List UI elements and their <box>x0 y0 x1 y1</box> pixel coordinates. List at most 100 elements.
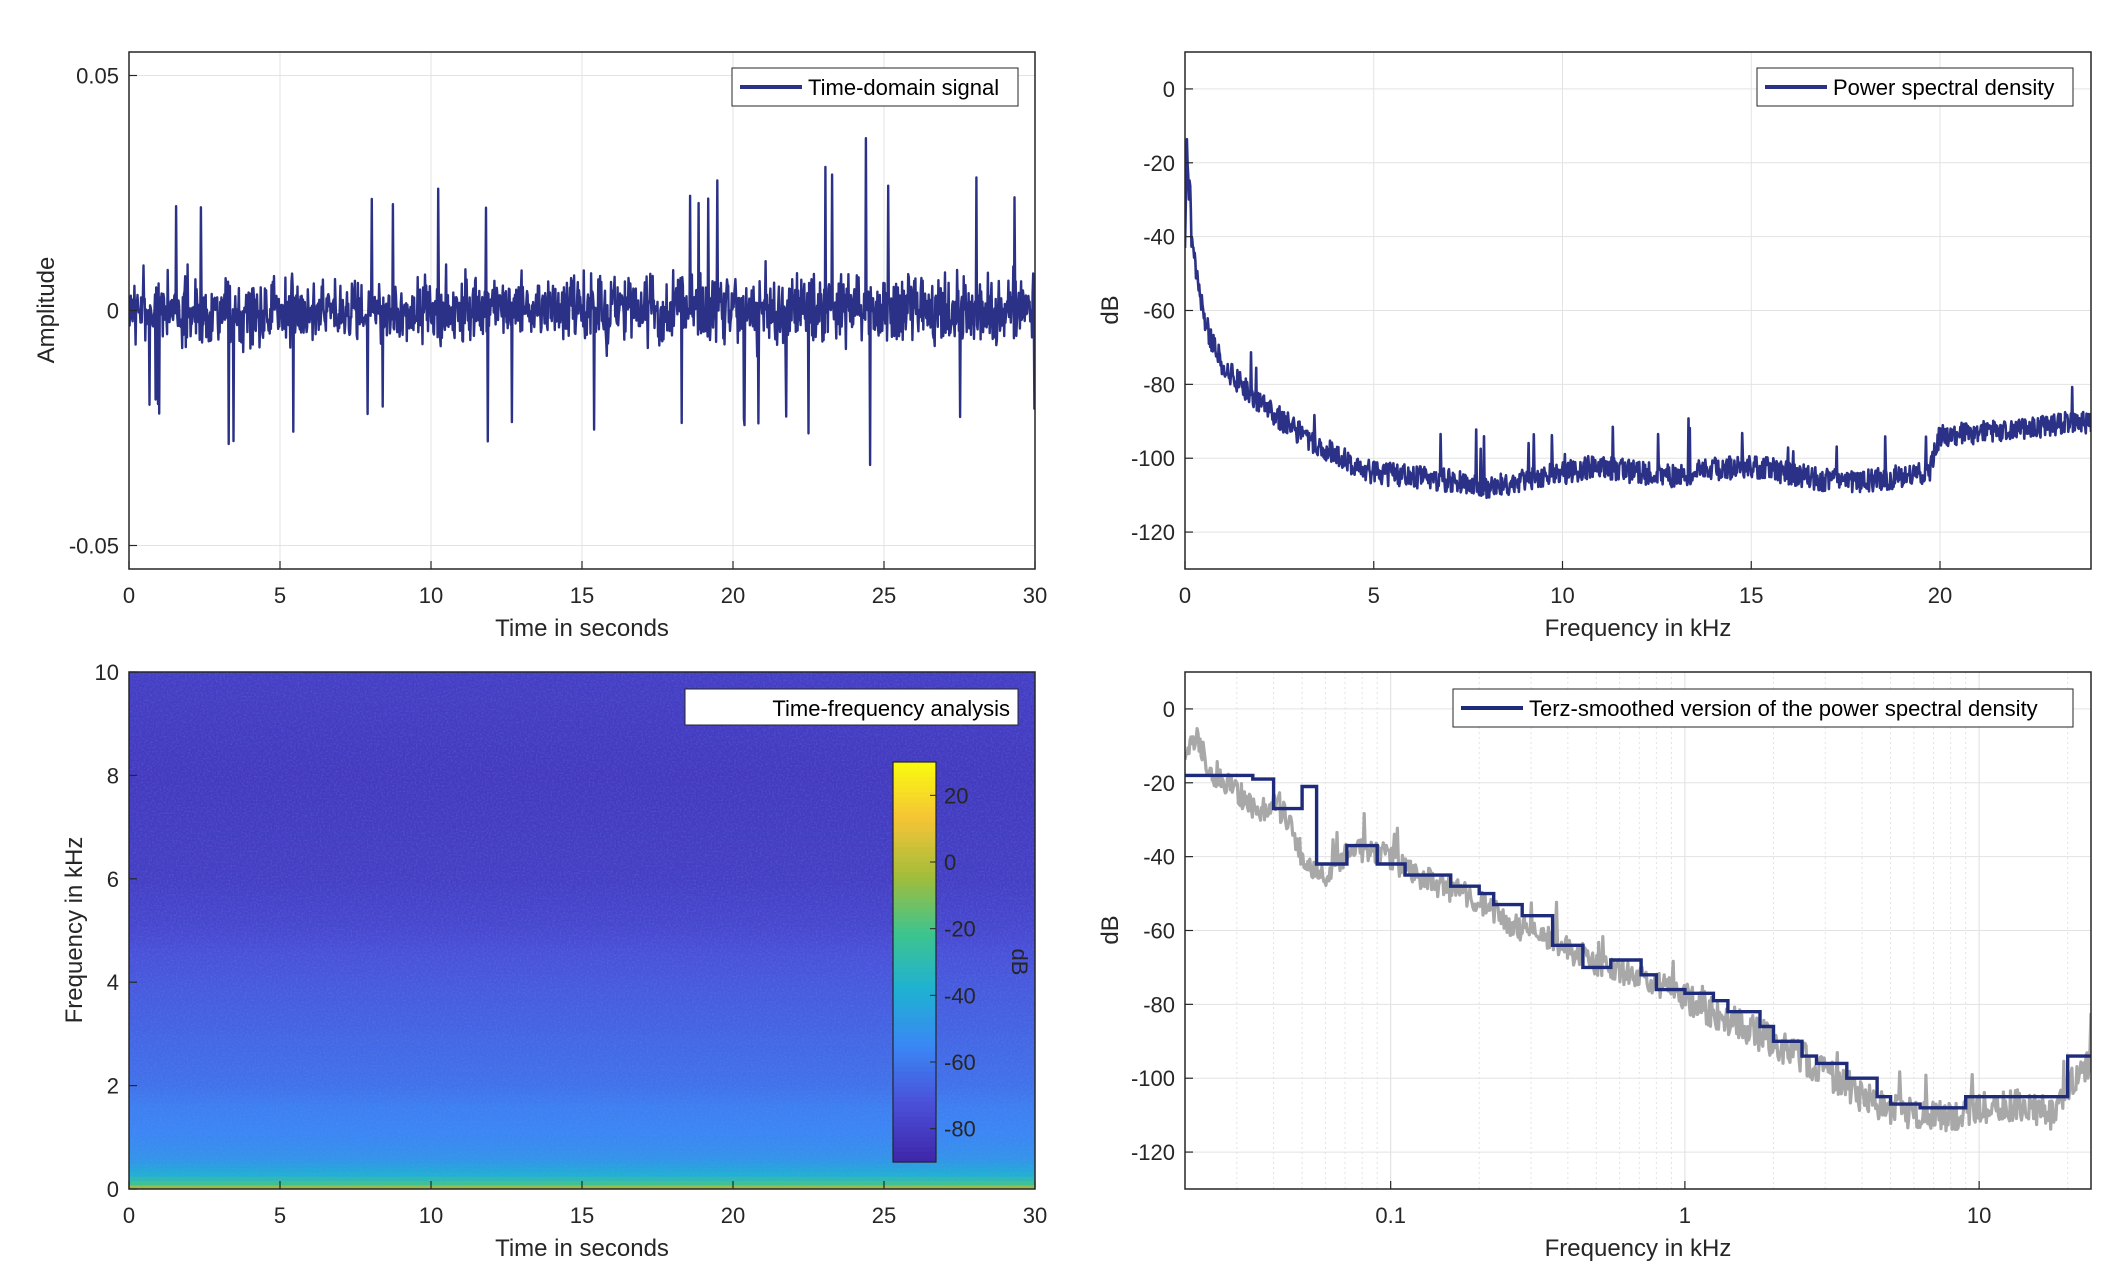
ylabel-psd-log: dB <box>1097 915 1124 944</box>
colorbar-segment <box>893 1087 936 1093</box>
colorbar-segment <box>893 1112 936 1118</box>
tick-label-x-time-signal: 10 <box>419 583 443 608</box>
colorbar-segment <box>893 802 936 808</box>
panel-psd-linear: 0 5 10 15 20 0 -20 -40 -60 -80 -100 -120 Frequency … <box>1097 51 2092 642</box>
colorbar-segment <box>893 982 936 988</box>
tick-label-x-spectrogram: 25 <box>872 1203 896 1228</box>
colorbar-tick-label: 0 <box>944 850 956 875</box>
tick-label-y-psd-linear: -120 <box>1131 520 1175 545</box>
colorbar-segment <box>893 867 936 873</box>
colorbar-segment <box>893 872 936 878</box>
colorbar-tick-label: -20 <box>944 917 976 942</box>
tick-label-x-spectrogram: 15 <box>570 1203 594 1228</box>
legend-box-spectrogram <box>684 688 1019 726</box>
tick-label-y-psd-linear: -40 <box>1143 225 1175 250</box>
legend-text-psd-log: Terz-smoothed version of the power spect… <box>1529 696 2038 721</box>
colorbar-segment <box>893 957 936 963</box>
tick-label-x-time-signal: 15 <box>570 583 594 608</box>
tick-label-x-time-signal: 0 <box>123 583 135 608</box>
legend-psd-linear: Power spectral density <box>1756 67 2074 107</box>
colorbar-segment <box>893 942 936 948</box>
colorbar-segment <box>893 987 936 993</box>
tick-label-y-spectrogram: 2 <box>107 1074 119 1099</box>
colorbar-segment <box>893 897 936 903</box>
tick-label-x-psd-linear: 15 <box>1739 583 1763 608</box>
tick-label-y-time-signal: 0.05 <box>76 64 119 89</box>
colorbar-segment <box>893 1072 936 1078</box>
tick-label-x-time-signal: 5 <box>274 583 286 608</box>
tick-label-x-time-signal: 25 <box>872 583 896 608</box>
legend-text-time-signal: Time-domain signal <box>808 75 999 100</box>
tick-label-y-psd-linear: 0 <box>1163 77 1175 102</box>
tick-label-y-spectrogram: 10 <box>95 660 119 685</box>
colorbar-segment <box>893 857 936 863</box>
colorbar-segment <box>893 807 936 813</box>
ylabel-spectrogram: Frequency in kHz <box>61 837 88 1024</box>
tick-label-x-psd-linear: 10 <box>1550 583 1574 608</box>
colorbar-segment <box>893 852 936 858</box>
tick-label-y-spectrogram: 6 <box>107 867 119 892</box>
tick-label-x-psd-linear: 20 <box>1928 583 1952 608</box>
colorbar-segment <box>893 1097 936 1103</box>
colorbar: 20 0 -20 -40 -60 -80 <box>892 761 976 1163</box>
colorbar-segment <box>893 837 936 843</box>
tick-label-x-psd-linear: 0 <box>1179 583 1191 608</box>
tick-label-y-spectrogram: 4 <box>107 970 119 995</box>
colorbar-segment <box>893 792 936 798</box>
colorbar-segment <box>893 1052 936 1058</box>
colorbar-segment <box>893 937 936 943</box>
colorbar-segment <box>893 847 936 853</box>
colorbar-segment <box>893 1062 936 1068</box>
tick-label-x-spectrogram: 5 <box>274 1203 286 1228</box>
legend-time-signal: Time-domain signal <box>731 67 1019 107</box>
colorbar-segment <box>893 1092 936 1098</box>
colorbar-segment <box>893 812 936 818</box>
tick-label-y-spectrogram: 8 <box>107 763 119 788</box>
legend-psd-log: Terz-smoothed version of the power spect… <box>1452 688 2074 728</box>
psd-smoothed-line <box>1185 773 2091 1110</box>
tick-label-x-time-signal: 30 <box>1023 583 1047 608</box>
tick-label-x-spectrogram: 20 <box>721 1203 745 1228</box>
colorbar-segment <box>893 877 936 883</box>
colorbar-segment <box>893 907 936 913</box>
colorbar-tick-label: 20 <box>944 783 968 808</box>
tick-label-y-psd-log: -20 <box>1143 771 1175 796</box>
colorbar-segment <box>893 1027 936 1033</box>
time-signal-line <box>129 137 1035 467</box>
spectrogram-texture <box>129 672 1035 1189</box>
colorbar-segment <box>893 842 936 848</box>
colorbar-segment <box>893 1032 936 1038</box>
colorbar-segment <box>893 1142 936 1148</box>
colorbar-segment <box>893 1037 936 1043</box>
colorbar-segment <box>893 1017 936 1023</box>
colorbar-segment <box>893 782 936 788</box>
colorbar-segment <box>893 1082 936 1088</box>
tick-label-y-psd-log: 0 <box>1163 697 1175 722</box>
psd-linear-line <box>1185 137 2091 500</box>
colorbar-segment <box>893 1107 936 1113</box>
colorbar-segment <box>893 962 936 968</box>
colorbar-segment <box>893 902 936 908</box>
tick-label-y-psd-log: -100 <box>1131 1066 1175 1091</box>
colorbar-segment <box>893 762 936 768</box>
ylabel-psd-linear: dB <box>1097 295 1124 324</box>
ylabel-time-signal: Amplitude <box>33 257 60 364</box>
tick-label-x-spectrogram: 30 <box>1023 1203 1047 1228</box>
ticks-psd-log: 0.1 1 10 0 -20 -40 -60 -80 -100 -120 <box>1131 697 1991 1228</box>
colorbar-segment <box>893 1157 936 1163</box>
tick-label-x-psd-log: 10 <box>1967 1203 1991 1228</box>
colorbar-segment <box>893 1047 936 1053</box>
tick-label-y-psd-linear: -20 <box>1143 151 1175 176</box>
colorbar-segment <box>893 1057 936 1063</box>
colorbar-segment <box>893 892 936 898</box>
colorbar-segment <box>893 967 936 973</box>
colorbar-segment <box>893 1077 936 1083</box>
legend-text-spectrogram: Time-frequency analysis <box>772 696 1010 721</box>
legend-text-psd-linear: Power spectral density <box>1833 75 2054 100</box>
colorbar-segment <box>893 917 936 923</box>
colorbar-segment <box>893 882 936 888</box>
colorbar-segment <box>893 822 936 828</box>
tick-label-x-spectrogram: 10 <box>419 1203 443 1228</box>
tick-label-y-psd-log: -80 <box>1143 992 1175 1017</box>
